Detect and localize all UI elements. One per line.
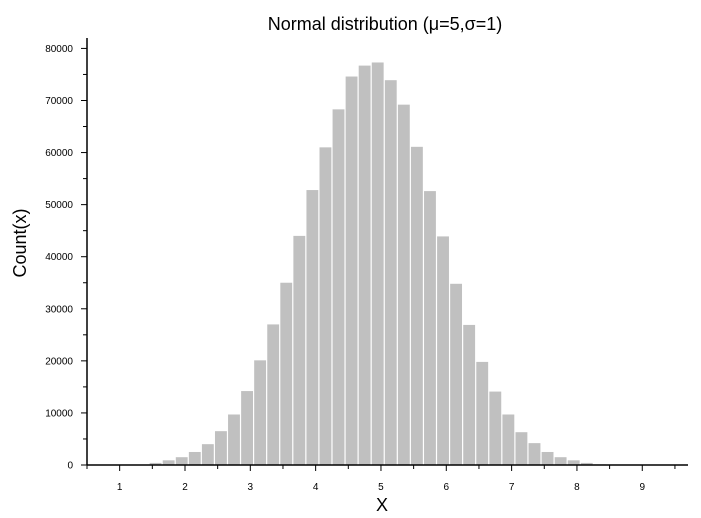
histogram-bar [188,451,201,465]
x-tick-label: 3 [248,482,254,493]
y-tick-label: 80000 [45,44,73,55]
bar-series [97,62,672,466]
histogram-bar [332,109,345,465]
histogram-bar [371,62,384,465]
x-axis-label: X [376,495,388,515]
histogram-bar [319,147,332,465]
histogram-bar [463,324,476,465]
histogram-bar [554,457,567,465]
y-tick-label: 50000 [45,200,73,211]
histogram-bar [267,324,280,465]
y-axis-ticks: 0 10000 20000 30000 40000 50000 60000 70000 8000… [45,44,87,472]
histogram-bar [201,444,214,465]
x-tick-label: 5 [378,482,384,493]
histogram-bar [502,414,515,465]
histogram-bar [450,283,463,465]
histogram-bar [175,457,188,465]
histogram-bar [214,431,227,465]
y-tick-label: 60000 [45,148,73,159]
histogram-bar [241,391,253,465]
histogram-bar [567,460,580,465]
histogram-bar [306,190,319,466]
histogram-bar [280,282,293,465]
y-tick-label: 70000 [45,96,73,107]
histogram-bar [489,391,502,465]
histogram-bar [228,414,240,465]
x-tick-label: 6 [444,482,450,493]
histogram-bar [528,443,541,465]
histogram-bar [397,104,410,466]
histogram-bar [293,235,306,465]
y-tick-label: 0 [67,461,73,472]
histogram-bar [476,361,489,465]
x-axis-ticks: 1 2 3 4 5 6 7 8 9 [86,465,676,493]
y-tick-label: 30000 [45,304,73,315]
histogram-bar [384,80,397,466]
histogram-bar [515,432,528,465]
x-tick-label: 2 [182,482,188,493]
x-tick-label: 8 [574,482,580,493]
chart-title: Normal distribution (μ=5,σ=1) [268,14,503,34]
histogram-bar [358,65,371,465]
y-tick-label: 10000 [45,408,73,419]
histogram-bar [424,191,436,465]
histogram-bar [580,462,593,465]
histogram-bar [541,451,554,465]
histogram-bar [437,236,449,465]
x-tick-label: 7 [509,482,515,493]
y-tick-label: 40000 [45,252,73,263]
histogram-bar [162,460,175,465]
axes [86,38,688,466]
histogram-bar [149,462,162,465]
histogram-bar [254,360,267,465]
y-axis-label: Count(x) [10,208,30,277]
histogram-bar [410,146,423,465]
y-tick-label: 20000 [45,356,73,367]
x-tick-label: 9 [639,482,645,493]
x-tick-label: 4 [313,482,319,493]
histogram-bar [345,76,358,465]
x-tick-label: 1 [117,482,123,493]
